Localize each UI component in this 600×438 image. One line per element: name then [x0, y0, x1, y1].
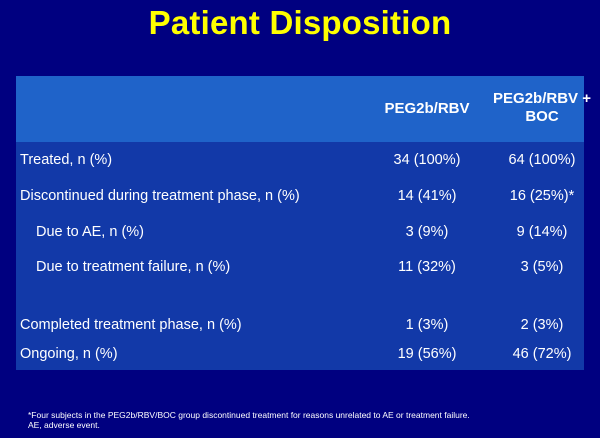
cell-peg2b-rbv: 19 (56%) — [397, 346, 457, 362]
row-label: Due to treatment failure, n (%) — [36, 259, 231, 275]
cell-peg2b-rbv: 34 (100%) — [393, 152, 461, 168]
footnote: *Four subjects in the PEG2b/RBV/BOC grou… — [28, 410, 588, 430]
row-label: Treated, n (%) — [20, 152, 113, 168]
cell-peg2b-rbv-boc: 16 (25%)* — [509, 188, 575, 204]
slide-title: Patient Disposition — [148, 4, 452, 41]
footnote-line: AE, adverse event. — [28, 420, 100, 430]
column-header-peg2b-rbv-boc: PEG2b/RBV + BOC — [493, 90, 591, 125]
table-row-treated: Treated, n (%) 34 (100%) 64 (100%) — [16, 150, 584, 172]
cell-peg2b-rbv-boc: 64 (100%) — [508, 152, 576, 168]
cell-peg2b-rbv-boc: 3 (5%) — [520, 259, 564, 275]
table-row-due-to-ae: Due to AE, n (%) 3 (9%) 9 (14%) — [16, 222, 584, 244]
cell-peg2b-rbv-boc: 2 (3%) — [520, 317, 564, 333]
disposition-table: PEG2b/RBV PEG2b/RBV + BOC Treated, n (%) … — [16, 76, 591, 370]
footnote-line: *Four subjects in the PEG2b/RBV/BOC grou… — [28, 410, 470, 420]
table-row-ongoing: Ongoing, n (%) 19 (56%) 46 (72%) — [16, 344, 584, 366]
table-row-discontinued: Discontinued during treatment phase, n (… — [16, 186, 584, 208]
cell-peg2b-rbv: 14 (41%) — [397, 188, 457, 204]
row-label: Discontinued during treatment phase, n (… — [20, 188, 300, 204]
cell-peg2b-rbv: 3 (9%) — [405, 224, 449, 240]
table-body — [16, 142, 584, 370]
row-label: Ongoing, n (%) — [20, 346, 118, 362]
cell-peg2b-rbv: 11 (32%) — [398, 259, 456, 275]
table-header: PEG2b/RBV PEG2b/RBV + BOC — [16, 76, 591, 142]
row-label: Completed treatment phase, n (%) — [20, 317, 242, 333]
cell-peg2b-rbv-boc: 46 (72%) — [512, 346, 572, 362]
column-header-peg2b-rbv: PEG2b/RBV — [384, 100, 470, 117]
table-row-completed: Completed treatment phase, n (%) 1 (3%) … — [16, 315, 584, 337]
cell-peg2b-rbv: 1 (3%) — [405, 317, 449, 333]
row-label: Due to AE, n (%) — [36, 224, 144, 240]
cell-peg2b-rbv-boc: 9 (14%) — [516, 224, 568, 240]
table-row-due-to-treatment-failure: Due to treatment failure, n (%) 11 (32%)… — [16, 257, 584, 279]
